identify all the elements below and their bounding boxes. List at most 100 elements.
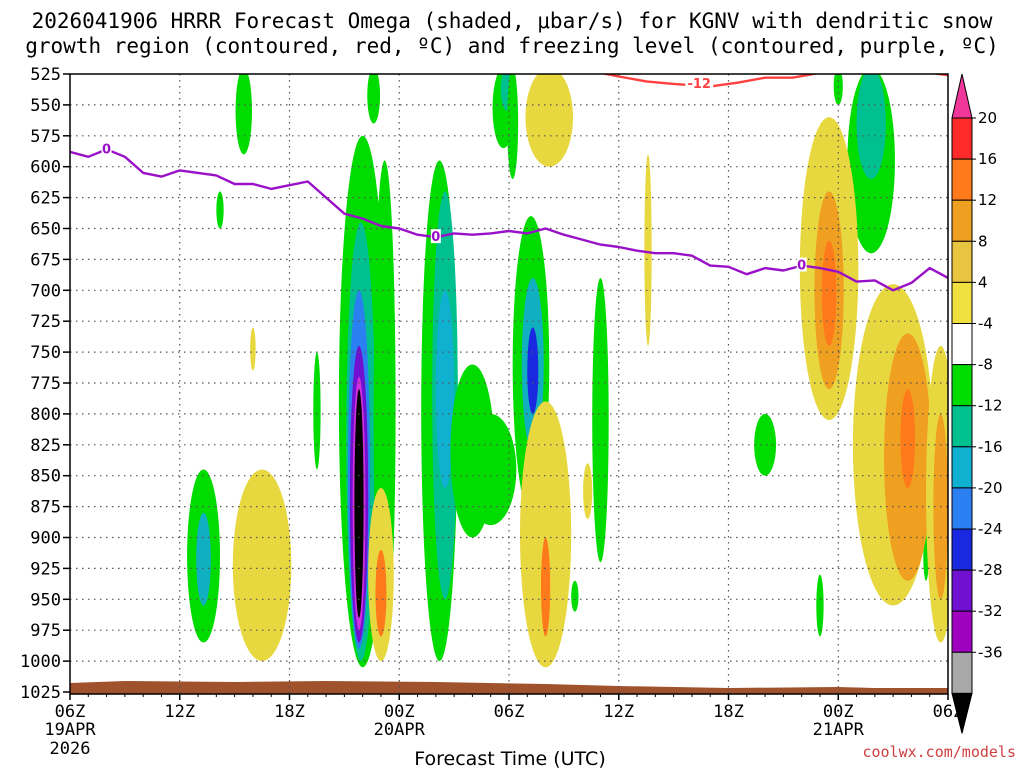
colorbar-label-8: -16	[978, 438, 1003, 456]
colorbar-swatch-13	[951, 651, 973, 694]
credit-text: coolwx.com/models	[862, 743, 1016, 761]
omega-feature-29	[856, 74, 886, 180]
omega-feature-25	[754, 413, 777, 476]
y-tick-label-900: 900	[30, 529, 61, 549]
colorbar-label-10: -24	[978, 520, 1003, 538]
omega-feature-37	[900, 389, 916, 489]
y-tick-label-725: 725	[30, 312, 61, 332]
axes: 525 550 575 600 625 650 675 700 725 750 775 800 825 8…	[20, 65, 963, 759]
y-tick-label-550: 550	[30, 96, 61, 116]
colorbar-label-9: -20	[978, 479, 1003, 497]
freezing-label-bg-1	[430, 229, 441, 244]
omega-shading	[187, 74, 948, 668]
omega-feature-47	[250, 327, 256, 371]
y-tick-label-750: 750	[30, 343, 61, 363]
chart-title-line2: growth region (contoured, red, ºC) and f…	[25, 34, 999, 58]
x-tick-label-42: 00Z	[823, 702, 854, 722]
omega-feature-46	[644, 154, 652, 346]
colorbar-swatch-1	[951, 158, 973, 201]
freezing-label-bg-0	[101, 141, 112, 156]
omega-feature-44	[541, 537, 551, 637]
omega-feature-22	[196, 512, 211, 606]
omega-feature-20	[216, 191, 224, 229]
colorbar-label-0: 20	[978, 109, 997, 127]
colorbar-label-7: -12	[978, 397, 1003, 415]
colorbar-swatch-4	[951, 281, 973, 324]
contours: 0 0 0 -12	[70, 74, 948, 292]
x-tick-label-24: 06Z	[494, 702, 525, 722]
x-tick-label-6: 12Z	[164, 702, 195, 722]
omega-feature-14	[465, 413, 517, 526]
colorbar: 20 16 12 8 4 -4 -8 -12 -16 -20 -24 -28 -32 -36	[951, 73, 1003, 734]
y-tick-label-950: 950	[30, 590, 61, 610]
y-tick-label-800: 800	[30, 405, 61, 425]
colorbar-swatch-9	[951, 487, 973, 530]
y-tick-label-600: 600	[30, 158, 61, 178]
freezing-level-label-2: 0	[797, 259, 806, 274]
colorbar-swatch-6	[951, 364, 973, 407]
colorbar-swatch-10	[951, 528, 973, 571]
omega-feature-48	[583, 463, 593, 519]
x-date-label-0: 19APR	[44, 720, 96, 740]
omega-feature-27	[816, 574, 824, 637]
x-tick-label-36: 18Z	[713, 702, 744, 722]
y-tick-label-625: 625	[30, 189, 61, 209]
colorbar-swatch-8	[951, 446, 973, 489]
colorbar-swatch-12	[951, 610, 973, 653]
colorbar-top-arrow	[951, 73, 973, 119]
colorbar-label-2: 12	[978, 191, 997, 209]
freezing-level-label-0: 0	[102, 142, 111, 157]
omega-feature-2	[435, 290, 455, 489]
x-tick-label-12: 18Z	[274, 702, 305, 722]
colorbar-label-3: 8	[978, 232, 988, 250]
omega-feature-26	[571, 580, 579, 612]
omega-feature-40	[232, 469, 292, 662]
freezing-level-label-1: 0	[431, 230, 440, 245]
colorbar-label-6: -8	[978, 356, 993, 374]
omega-feature-8	[354, 389, 364, 618]
omega-feature-43	[519, 401, 572, 668]
chart-title-line1: 2026041906 HRRR Forecast Omega (shaded, …	[32, 9, 993, 33]
omega-feature-15	[367, 74, 381, 124]
y-tick-label-775: 775	[30, 374, 61, 394]
x-axis-label: Forecast Time (UTC)	[414, 748, 605, 768]
omega-feature-30	[833, 74, 843, 105]
omega-feature-18	[507, 74, 519, 180]
y-tick-label-675: 675	[30, 250, 61, 270]
colorbar-bottom-arrow	[951, 692, 973, 734]
y-tick-label-850: 850	[30, 467, 61, 487]
x-date-label-2: 21APR	[813, 720, 865, 740]
grid-lines	[70, 74, 948, 694]
omega-feature-23	[313, 352, 321, 470]
omega-feature-19	[235, 74, 252, 155]
y-tick-label-575: 575	[30, 127, 61, 147]
colorbar-swatch-0	[951, 117, 973, 160]
omega-feature-34	[821, 240, 837, 346]
y-tick-label-700: 700	[30, 281, 61, 301]
freezing-label-bg-2	[796, 257, 807, 272]
x-tick-label-0: 06Z	[55, 702, 86, 722]
x-date-year-0: 2026	[50, 739, 91, 759]
colorbar-label-11: -28	[978, 561, 1003, 579]
colorbar-swatch-11	[951, 569, 973, 612]
x-date-label-1: 20APR	[374, 720, 426, 740]
y-tick-label-875: 875	[30, 498, 61, 518]
y-tick-label-975: 975	[30, 621, 61, 641]
omega-feature-45	[525, 74, 574, 167]
y-tick-label-650: 650	[30, 220, 61, 240]
colorbar-label-4: 4	[978, 273, 988, 291]
y-tick-label-525: 525	[30, 65, 61, 85]
colorbar-swatch-2	[951, 199, 973, 242]
dgz-contour	[600, 74, 948, 88]
colorbar-label-5: -4	[978, 315, 993, 333]
y-tick-label-825: 825	[30, 436, 61, 456]
y-tick-label-1025: 1025	[20, 683, 61, 703]
x-tick-label-30: 12Z	[603, 702, 634, 722]
colorbar-label-1: 16	[978, 150, 997, 168]
colorbar-swatch-3	[951, 240, 973, 283]
colorbar-label-13: -36	[978, 643, 1003, 661]
colorbar-swatch-7	[951, 405, 973, 448]
colorbar-swatch-5	[951, 323, 973, 366]
omega-feature-24	[592, 277, 609, 563]
